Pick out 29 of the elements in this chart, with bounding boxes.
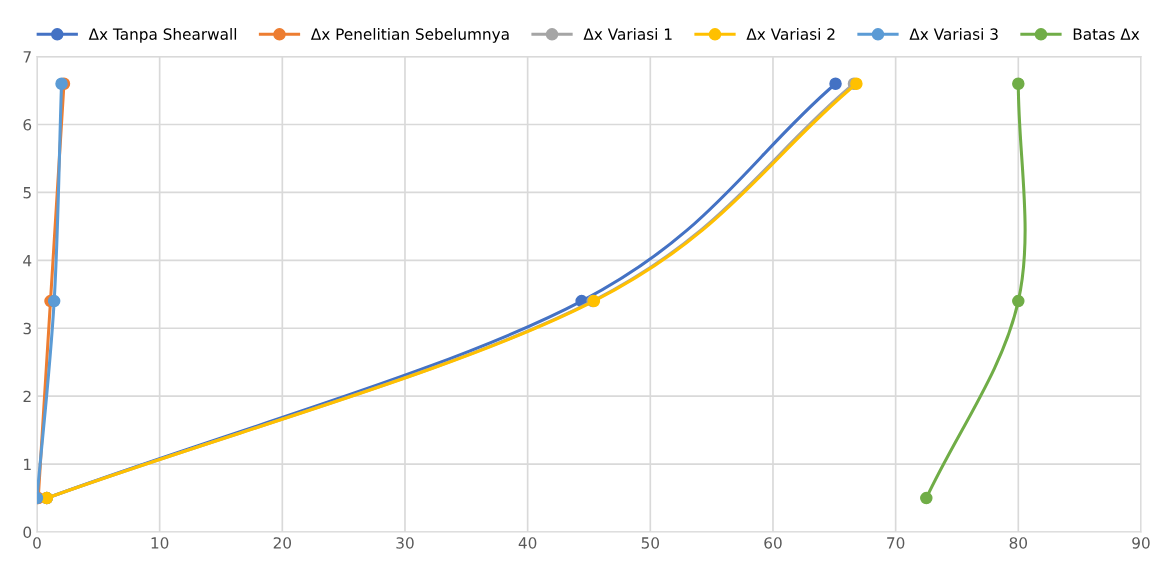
y-tick-label: 3	[23, 322, 31, 335]
x-tick-label: 20	[273, 537, 292, 549]
point	[829, 77, 842, 91]
x-tick-label: 40	[518, 537, 537, 549]
point	[920, 491, 933, 505]
legend-label: Batas Δx	[1073, 28, 1140, 40]
y-tick-label: 2	[23, 390, 31, 402]
y-tick-label: 5	[23, 187, 31, 199]
x-tick-label: 90	[1132, 537, 1150, 549]
x-tick-label: 0	[33, 537, 41, 549]
point	[1012, 77, 1025, 91]
y-tick-label: 4	[23, 255, 32, 267]
x-tick-label: 80	[1009, 537, 1028, 549]
legend-label: Δx Variasi 3	[909, 28, 998, 40]
y-tick-label: 7	[23, 51, 31, 63]
y-tick-label: 6	[23, 118, 32, 131]
legend-label: Δx Variasi 2	[746, 28, 835, 40]
point	[1012, 294, 1025, 308]
legend-label: Δx Tanpa Shearwall	[88, 28, 237, 43]
point	[47, 294, 61, 308]
legend-label: Δx Variasi 1	[583, 28, 672, 40]
y-tick-label: 0	[23, 526, 32, 539]
x-tick-label: 70	[887, 537, 905, 549]
x-tick-label: 30	[396, 537, 414, 549]
legend-label: Δx Penelitian Sebelumnya	[310, 28, 509, 43]
x-tick-label: 60	[764, 537, 782, 549]
x-tick-label: 50	[641, 537, 660, 549]
x-tick-label: 10	[151, 537, 169, 549]
y-tick-label: 1	[24, 458, 31, 470]
